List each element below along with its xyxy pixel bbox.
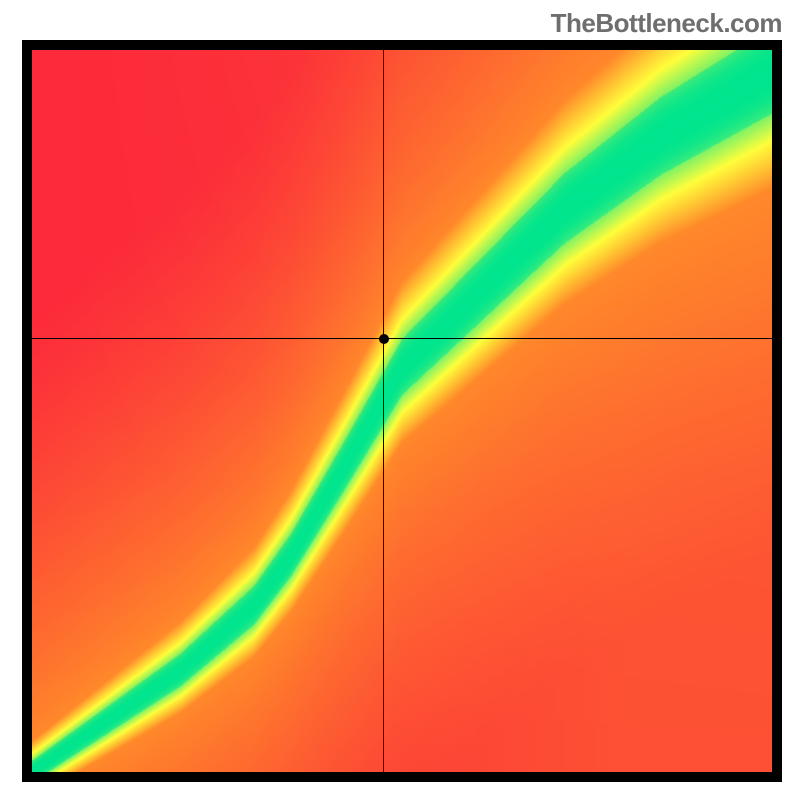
bottleneck-heatmap bbox=[32, 50, 772, 772]
chart-container: TheBottleneck.com bbox=[0, 0, 800, 800]
plot-frame bbox=[22, 40, 782, 782]
watermark-text: TheBottleneck.com bbox=[551, 8, 782, 39]
